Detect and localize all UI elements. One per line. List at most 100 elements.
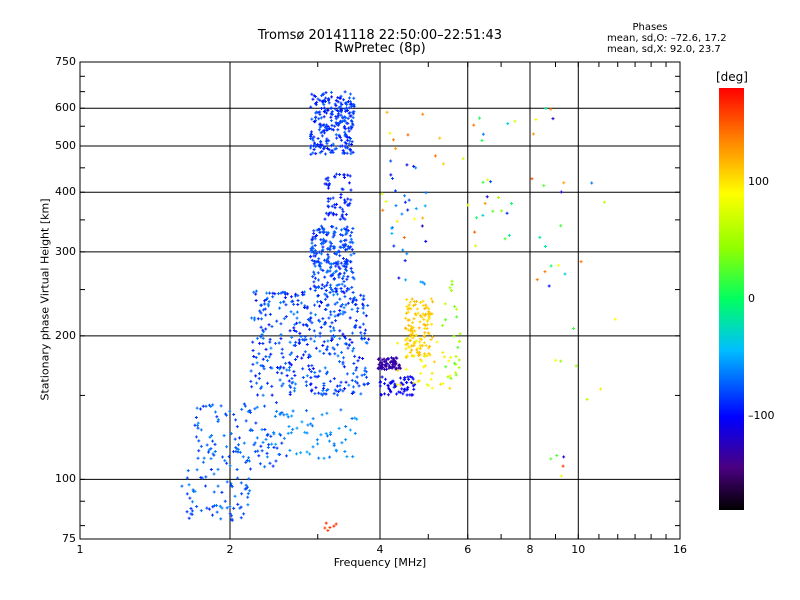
data-point — [423, 204, 427, 208]
data-point — [228, 464, 232, 468]
data-point — [349, 266, 353, 270]
x-axis-label: Frequency [MHz] — [333, 556, 427, 569]
data-point — [220, 506, 224, 510]
data-point — [426, 323, 430, 327]
data-point — [384, 377, 388, 381]
data-point — [418, 347, 422, 351]
data-point — [339, 107, 343, 111]
data-point — [345, 151, 349, 155]
data-point — [321, 343, 325, 347]
data-point — [423, 331, 427, 335]
data-point — [244, 487, 248, 491]
data-point — [329, 244, 333, 248]
data-point — [316, 97, 320, 101]
data-point — [427, 346, 431, 350]
data-point — [338, 217, 342, 221]
data-point — [247, 456, 251, 460]
data-point — [325, 295, 329, 299]
data-point — [397, 276, 401, 280]
colorbar-label: [deg] — [716, 70, 748, 84]
data-point — [318, 112, 322, 116]
data-point — [351, 291, 355, 295]
data-point — [320, 149, 324, 153]
data-point — [343, 124, 347, 128]
data-point — [311, 367, 315, 371]
data-point — [246, 495, 250, 499]
data-point — [347, 181, 351, 185]
data-point — [377, 363, 381, 367]
data-point — [289, 295, 293, 299]
data-point — [334, 226, 338, 230]
data-point — [284, 454, 288, 458]
data-point — [334, 114, 338, 118]
data-point — [391, 138, 395, 142]
data-point — [254, 289, 258, 293]
data-point — [334, 252, 338, 256]
data-point — [261, 308, 265, 312]
data-point — [328, 266, 332, 270]
data-point — [309, 370, 313, 374]
y-tick-label: 75 — [62, 532, 76, 545]
data-point — [299, 451, 303, 455]
data-point — [336, 343, 340, 347]
data-point — [204, 475, 208, 479]
data-point — [290, 351, 294, 355]
data-point — [385, 110, 389, 114]
data-point — [349, 119, 353, 123]
data-point — [457, 358, 461, 362]
data-point — [196, 456, 200, 460]
data-point — [353, 431, 357, 435]
data-point — [351, 103, 355, 107]
data-point — [361, 322, 365, 326]
data-point — [247, 477, 251, 481]
data-point — [326, 528, 330, 532]
data-point — [293, 386, 297, 390]
data-point — [208, 435, 212, 439]
data-point — [324, 372, 328, 376]
data-point — [322, 381, 326, 385]
data-point — [329, 310, 333, 314]
data-point — [362, 294, 366, 298]
data-point — [294, 382, 298, 386]
data-point — [282, 317, 286, 321]
data-point — [311, 275, 315, 279]
data-point — [268, 291, 272, 295]
data-point — [286, 415, 290, 419]
data-point — [315, 251, 319, 255]
data-point — [380, 375, 384, 379]
data-point — [346, 301, 350, 305]
data-point — [267, 355, 271, 359]
data-point — [441, 324, 445, 328]
data-point — [292, 302, 296, 306]
data-point — [239, 516, 243, 520]
data-point — [351, 150, 355, 154]
data-point — [430, 386, 434, 390]
data-point — [329, 106, 333, 110]
data-point — [244, 419, 248, 423]
data-point — [295, 426, 299, 430]
data-point — [349, 125, 353, 129]
data-point — [354, 368, 358, 372]
data-point — [379, 363, 383, 367]
data-point — [418, 301, 422, 305]
data-point — [333, 230, 337, 234]
data-point — [287, 379, 291, 383]
data-point — [332, 444, 336, 448]
data-point — [249, 369, 253, 373]
data-point — [390, 356, 394, 360]
data-point — [357, 356, 361, 360]
data-point — [340, 282, 344, 286]
data-point — [310, 388, 314, 392]
data-point — [350, 378, 354, 382]
data-point — [343, 295, 347, 299]
data-point — [415, 348, 419, 352]
data-point — [399, 366, 403, 370]
data-point — [324, 152, 327, 156]
data-point — [454, 373, 458, 377]
data-point — [253, 407, 257, 411]
data-point — [324, 288, 328, 292]
data-point — [225, 445, 229, 449]
data-point — [348, 338, 352, 342]
data-point — [204, 484, 208, 488]
data-point — [348, 100, 352, 104]
